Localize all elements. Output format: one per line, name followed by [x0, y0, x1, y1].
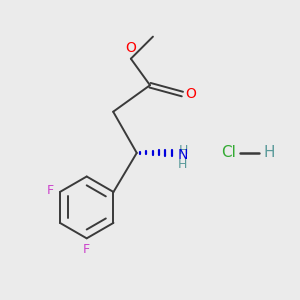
Text: O: O [125, 40, 136, 55]
Text: Cl: Cl [221, 146, 236, 160]
Text: O: O [185, 87, 196, 101]
Text: N: N [177, 148, 188, 162]
Text: F: F [82, 243, 90, 256]
Text: F: F [47, 184, 54, 197]
Text: H: H [177, 158, 187, 171]
Text: H: H [263, 146, 275, 160]
Text: H: H [178, 144, 188, 158]
